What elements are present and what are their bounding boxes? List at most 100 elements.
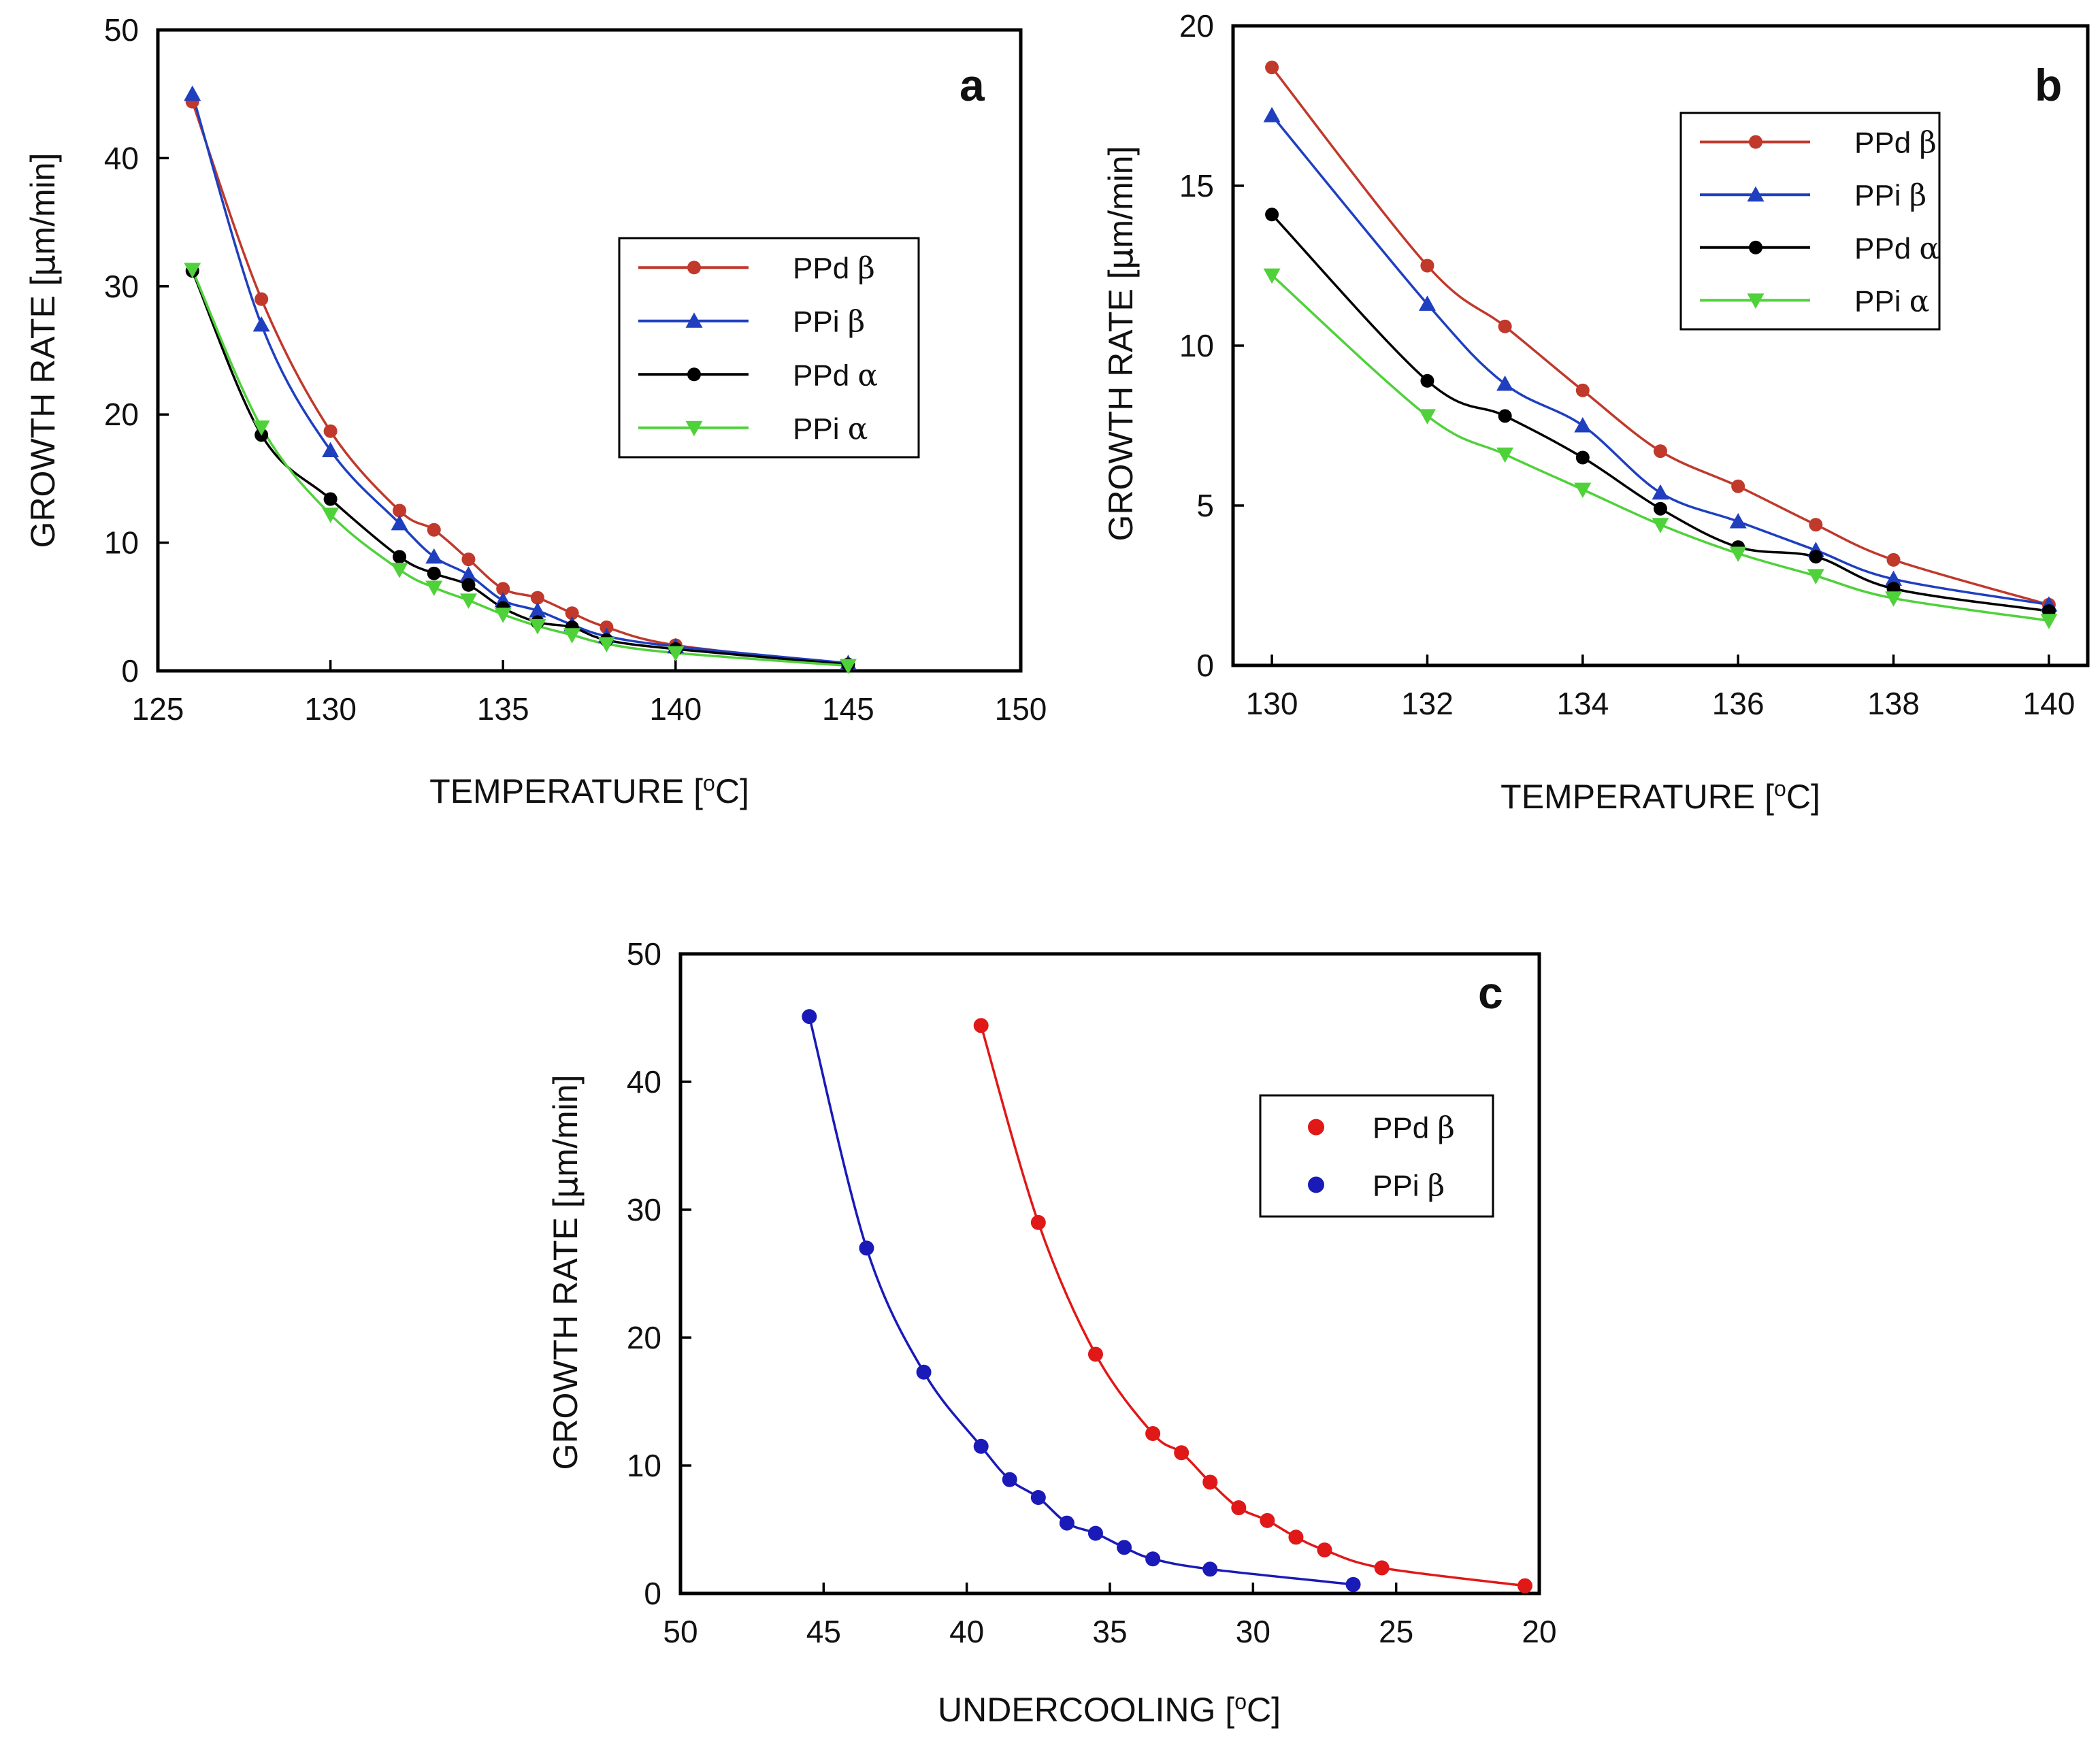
panel-b-legend: PPd β PPi β PPd α PPi α [1679,112,1941,331]
panel-c-data-point [1174,1445,1190,1461]
panel-a-data-point [530,591,544,605]
panel-b-data-point [1886,552,1901,567]
panel-b-y-tick-label: 5 [1196,488,1214,523]
panel-a-data-point [459,566,477,582]
panel-c-legend-marker [1308,1119,1324,1136]
panel-b-legend-marker [1747,186,1765,202]
panel-b-data-point [1575,450,1590,465]
panel-a-data-point [252,420,270,436]
panel-a-data-point [391,563,408,578]
panel-b-data-point [1420,259,1434,273]
panel-b-data-point [1575,383,1590,397]
panel-a-data-point [252,316,270,332]
panel-b-data-point [1654,501,1667,516]
panel-c-legend-label: PPd β [1373,1111,1455,1146]
panel-a-data-point [597,637,615,652]
panel-c-data-point [973,1018,989,1033]
panel-a-data-point [323,492,338,506]
panel-c-data-point [1202,1561,1218,1577]
panel-c-frame [678,952,1541,1595]
panel-b-x-tick-label: 132 [1401,686,1454,721]
panel-c-letter: c [1478,967,1503,1018]
panel-c-y-tick-label: 40 [627,1064,661,1099]
panel-b-legend-box [1679,112,1941,331]
panel-b-x-tick-label: 138 [1867,686,1920,721]
panel-a-data-point [184,85,201,101]
panel-c-legend-marker [1308,1176,1324,1193]
panel-a-data-point [322,442,340,457]
panel-b-letter: b [2035,60,2062,110]
panel-a-x-tick-label: 135 [477,691,529,727]
panel-b-frame [1231,24,2090,667]
panel-b-x-tick-label: 134 [1556,686,1609,721]
panel-c-legend-box [1259,1094,1494,1218]
panel-b-data-point [1263,268,1281,284]
panel-b-data-point [1496,447,1514,463]
panel-a-data-point [184,263,201,278]
panel-a-y-axis-title: GROWTH RATE [µm/min] [23,153,63,548]
panel-b-data-point [1885,570,1903,586]
panel-c-data-point [1374,1560,1390,1576]
panel-b-data-point [1652,484,1669,500]
panel-b-x-axis-title: TEMPERATURE [oC] [1500,776,1820,816]
panel-b-data-point [1729,546,1747,562]
panel-a-data-point [600,620,614,634]
panel-b-data-point [1809,518,1823,532]
panel-a-legend-label: PPd β [793,251,875,286]
panel-a-x-tick-label: 125 [132,691,184,727]
panel-c-x-tick-label: 50 [663,1614,698,1649]
panel-a-data-point [393,550,407,564]
panel-a-x-axis-title: TEMPERATURE [oC] [429,771,749,810]
panel-b-legend-marker [1749,135,1762,149]
panel-c-data-point [1231,1500,1247,1516]
panel-a-legend-marker [687,261,701,275]
panel-c-x-tick-label: 20 [1522,1614,1556,1649]
panel-b-y-tick-label: 15 [1179,168,1214,203]
panel-c-data-point [1087,1525,1103,1541]
panel-a-x-tick-label: 130 [304,691,357,727]
panel-a: 125 130 135 140 145 150 0 10 20 30 40 50 a TEMPERAT… [23,12,1047,810]
panel-c-y-axis-title: GROWTH RATE [µm/min] [546,1075,585,1470]
panel-c-data-point [1059,1515,1074,1531]
panel-c-data-point [1517,1578,1532,1593]
panel-b-data-point [1498,409,1512,423]
panel-b-data-point [1263,107,1281,122]
panel-a-x-tick-label: 145 [822,691,874,727]
panel-c-legend-label: PPi β [1373,1168,1445,1203]
panel-a-data-point [839,659,857,674]
panel-b-data-point [1885,591,1903,607]
panel-b: 130 132 134 136 138 140 0 5 10 15 20 b TEMPERATURE… [1101,8,2090,816]
panel-c-data-point [1117,1540,1132,1555]
panel-b-data-point [1731,479,1745,493]
panel-a-markers [184,85,857,674]
panel-a-data-point [427,566,441,580]
panel-b-legend-marker [1749,240,1762,254]
panel-c-data-point [1145,1551,1161,1567]
panel-c-data-point [973,1438,989,1454]
panel-a-y-tick-label: 20 [104,397,139,432]
panel-a-data-point [461,578,476,592]
panel-b-data-point [1807,569,1824,584]
panel-a-data-point [393,503,407,518]
panel-a-y-tick-label: 0 [121,653,139,689]
panel-a-data-point [391,514,408,531]
panel-a-data-point [427,523,441,537]
panel-c-data-point [802,1009,817,1025]
panel-b-data-point [1418,409,1436,425]
panel-a-data-point [461,552,476,567]
panel-b-markers [1263,61,2058,629]
panel-a-data-point [563,628,581,644]
panel-a-legend-marker [685,420,703,437]
panel-a-ticks: 125 130 135 140 145 150 0 10 20 30 40 50 [104,12,1047,727]
panel-b-data-point [1496,375,1514,391]
panel-b-data-point [1265,208,1279,222]
panel-a-data-point [529,601,546,618]
panel-a-y-tick-label: 40 [104,140,139,176]
panel-a-data-point [667,646,685,662]
panel-a-legend-marker [687,367,701,382]
panel-b-data-point [1574,417,1592,433]
panel-a-data-point [425,580,443,597]
panel-b-data-point [1418,295,1436,311]
panel-a-x-tick-label: 150 [995,691,1047,727]
